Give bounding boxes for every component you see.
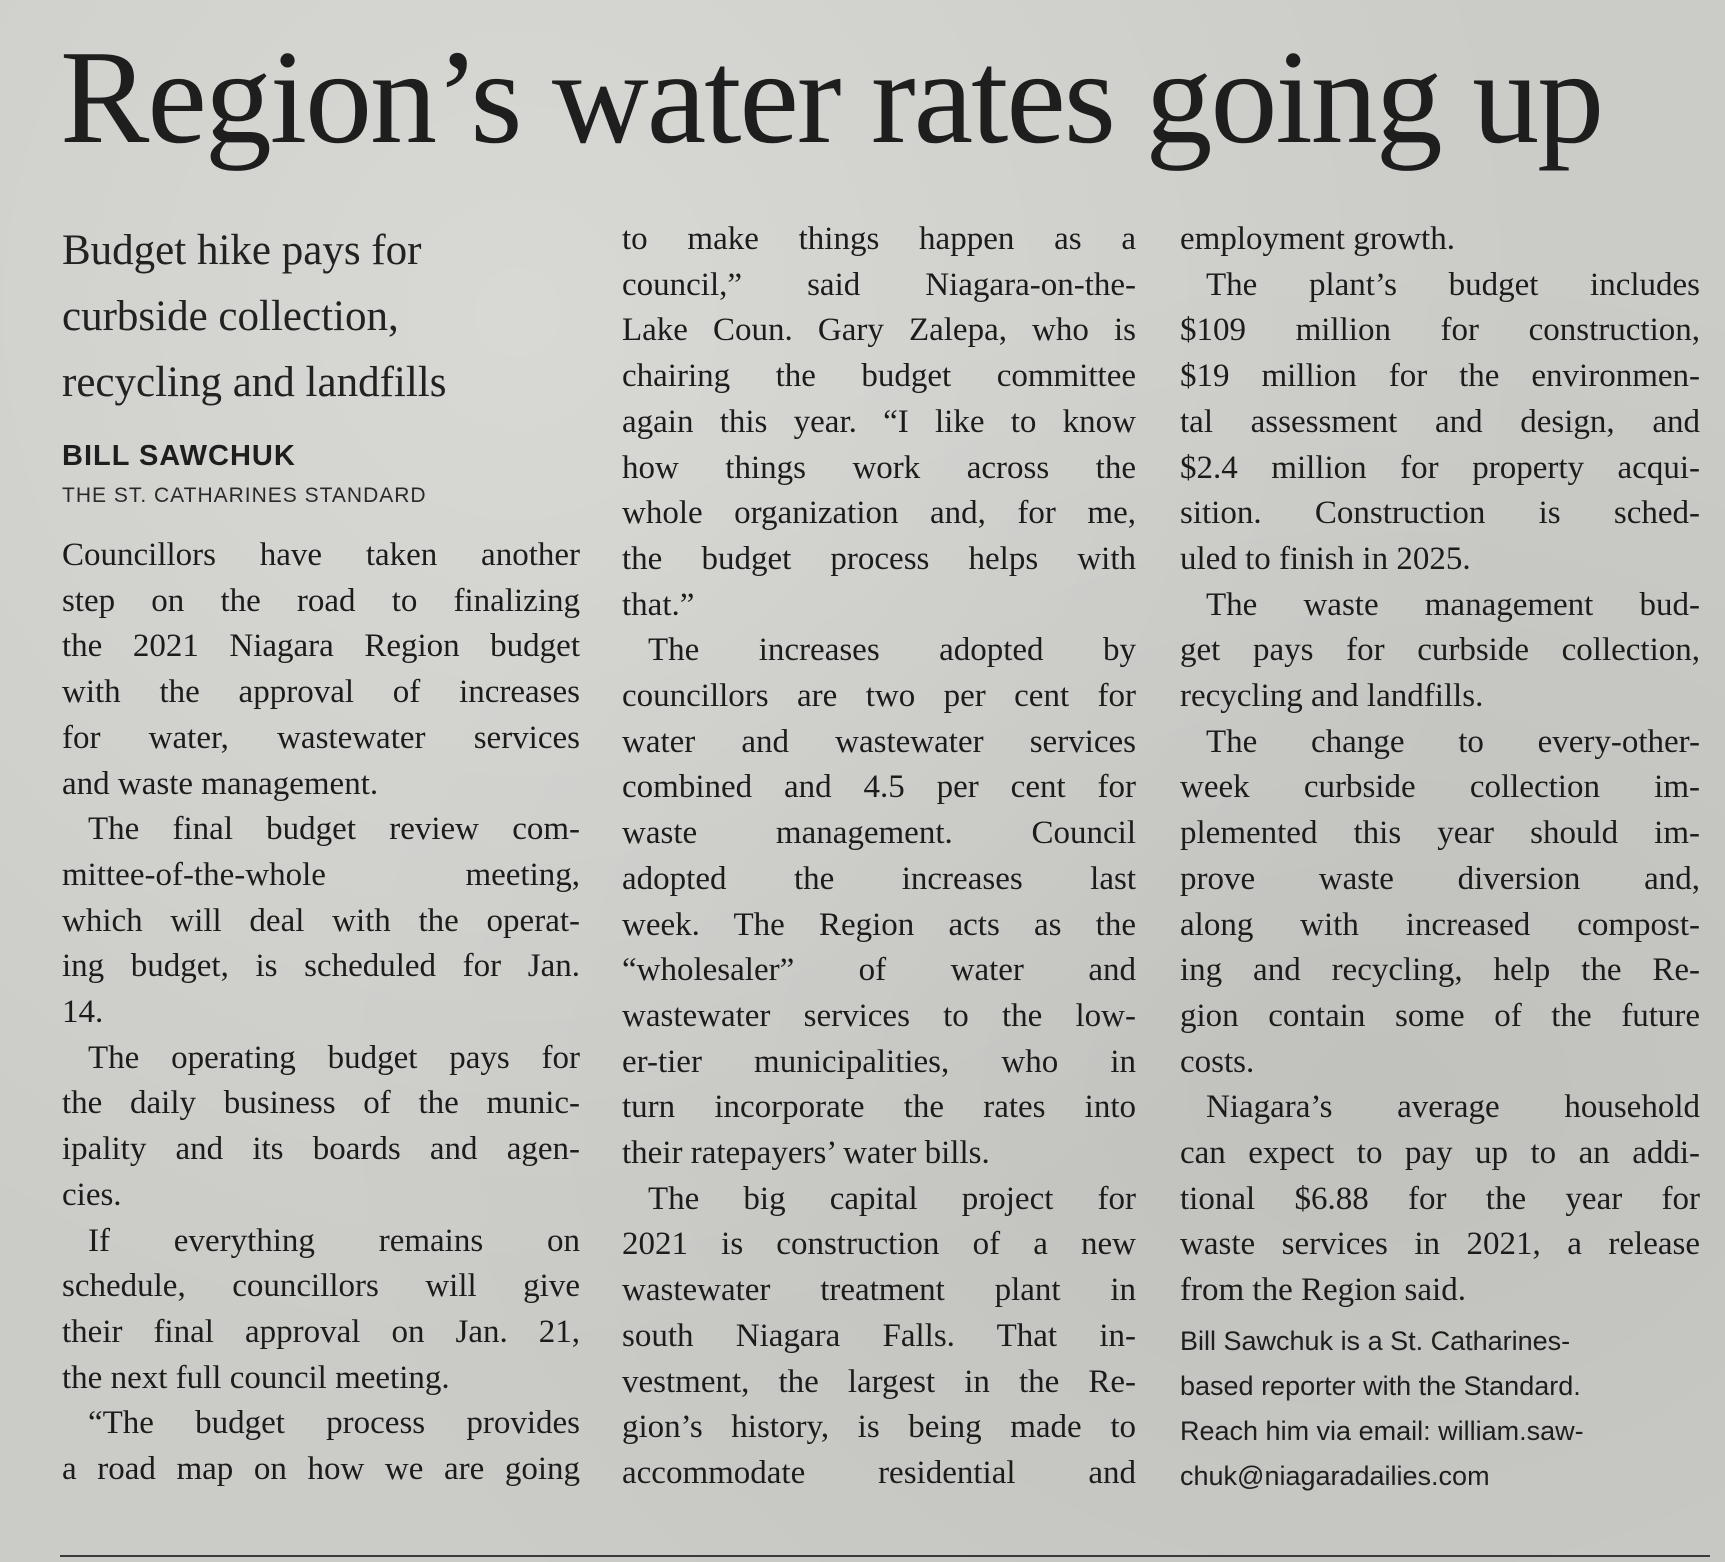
body-text-line: the daily business of the munic- (62, 1085, 580, 1122)
body-text-line: combined and 4.5 per cent for (622, 769, 1136, 806)
article-column-1: Councillors have taken another step on th… (62, 533, 580, 1493)
bottom-rule (60, 1555, 1710, 1557)
body-text-line: step on the road to finalizing (62, 582, 580, 619)
body-text-line: Councillors have taken another (62, 537, 580, 573)
body-text-line: The waste management bud- (1206, 586, 1700, 623)
body-text-line: tional $6.88 for the year for (1180, 1180, 1700, 1217)
body-text-line: ing and recycling, help the Re- (1180, 952, 1700, 989)
body-text-line: get pays for curbside collection, (1180, 632, 1700, 669)
body-text-line: wastewater services to the low- (622, 997, 1136, 1034)
body-text-line: If everything remains on (88, 1222, 580, 1259)
body-text-line: The operating budget pays for (88, 1039, 580, 1076)
body-text-line: week curbside collection im- (1180, 769, 1700, 806)
body-text-line: prove waste diversion and, (1180, 860, 1700, 897)
body-text-line: that.” (622, 586, 695, 623)
body-text-line: The increases adopted by (648, 632, 1136, 669)
body-text-line: plemented this year should im- (1180, 815, 1700, 852)
body-text-line: “The budget process provides (88, 1405, 580, 1442)
body-text-line: vestment, the largest in the Re- (622, 1363, 1136, 1400)
body-text-line: can expect to pay up to an addi- (1180, 1135, 1700, 1172)
body-text-line: turn incorporate the rates into (622, 1089, 1136, 1126)
body-text-line: er-tier municipalities, who in (622, 1043, 1136, 1080)
article-column-2: to make things happen as a council,” said… (622, 217, 1136, 1497)
body-text-line: gion contain some of the future (1180, 997, 1700, 1034)
author-tagline: Bill Sawchuk is a St. Catharines- based … (1180, 1319, 1700, 1499)
body-text-line: wastewater treatment plant in (622, 1272, 1136, 1309)
body-text-line: employment growth. (1180, 221, 1455, 257)
byline-author: BILL SAWCHUK (62, 440, 296, 472)
headline: Region’s water rates going up (60, 23, 1604, 171)
body-text-line: whole organization and, for me, (622, 495, 1136, 532)
body-text-line: waste services in 2021, a release (1180, 1226, 1700, 1263)
tagline-line: Reach him via email: william.saw- (1180, 1416, 1584, 1446)
body-text-line: their ratepayers’ water bills. (622, 1135, 990, 1172)
body-text-line: costs. (1180, 1043, 1255, 1080)
body-text-line: for water, wastewater services (62, 719, 580, 756)
subheadline: Budget hike pays for curbside collection… (62, 218, 582, 416)
body-text-line: The big capital project for (648, 1180, 1136, 1217)
body-text-line: councillors are two per cent for (622, 678, 1136, 715)
body-text-line: week. The Region acts as the (622, 906, 1136, 943)
body-text-line: uled to finish in 2025. (1180, 540, 1471, 577)
body-text-line: water and wastewater services (622, 723, 1136, 760)
body-text-line: The plant’s budget includes (1206, 266, 1700, 303)
body-text-line: their final approval on Jan. 21, (62, 1313, 580, 1350)
body-text-line: the 2021 Niagara Region budget (62, 628, 580, 665)
body-text-line: cies. (62, 1176, 122, 1213)
body-text-line: and waste management. (62, 765, 379, 802)
body-text-line: adopted the increases last (622, 860, 1136, 897)
body-text-line: council,” said Niagara-on-the- (622, 266, 1136, 303)
body-text-line: ipality and its boards and agen- (62, 1131, 580, 1168)
body-text-line: “wholesaler” of water and (622, 952, 1136, 989)
body-text-line: recycling and landfills. (1180, 678, 1484, 715)
body-text-line: Lake Coun. Gary Zalepa, who is (622, 312, 1136, 349)
body-text-line: south Niagara Falls. That in- (622, 1317, 1136, 1354)
subheadline-line: Budget hike pays for (62, 227, 422, 274)
body-text-line: schedule, councillors will give (62, 1268, 580, 1305)
body-text-line: accommodate residential and (622, 1454, 1136, 1491)
body-text-line: $2.4 million for property acqui- (1180, 449, 1700, 486)
body-text-line: sition. Construction is sched- (1180, 495, 1700, 532)
byline-organization: THE ST. CATHARINES STANDARD (62, 484, 427, 507)
body-text-line: waste management. Council (622, 815, 1136, 852)
body-text-line: to make things happen as a (622, 221, 1136, 257)
body-text-line: The change to every-other- (1206, 723, 1700, 760)
tagline-line: Bill Sawchuk is a St. Catharines- (1180, 1326, 1571, 1356)
body-text-line: the next full council meeting. (62, 1359, 450, 1396)
article-column-3: employment growth. The plant’s budget inc… (1180, 217, 1700, 1314)
body-text-line: chairing the budget committee (622, 358, 1136, 395)
subheadline-line: curbside collection, (62, 293, 399, 340)
body-text-line: again this year. “I like to know (622, 403, 1136, 440)
body-text-line: Niagara’s average household (1206, 1089, 1700, 1126)
body-text-line: the budget process helps with (622, 540, 1136, 577)
body-text-line: 14. (62, 994, 104, 1031)
body-text-line: how things work across the (622, 449, 1136, 486)
body-text-line: which will deal with the operat- (62, 902, 580, 939)
body-text-line: along with increased compost- (1180, 906, 1700, 943)
body-text-line: The final budget review com- (88, 811, 580, 848)
tagline-line: based reporter with the Standard. (1180, 1371, 1581, 1401)
body-text-line: a road map on how we are going (62, 1451, 580, 1488)
body-text-line: with the approval of increases (62, 674, 580, 711)
body-text-line: tal assessment and design, and (1180, 403, 1700, 440)
body-text-line: mittee-of-the-whole meeting, (62, 856, 580, 893)
body-text-line: ing budget, is scheduled for Jan. (62, 948, 580, 985)
body-text-line: gion’s history, is being made to (622, 1409, 1136, 1446)
body-text-line: from the Region said. (1180, 1272, 1466, 1309)
body-text-line: $19 million for the environmen- (1180, 358, 1700, 395)
body-text-line: 2021 is construction of a new (622, 1226, 1136, 1263)
body-text-line: $109 million for construction, (1180, 312, 1700, 349)
tagline-line: chuk@niagaradailies.com (1180, 1461, 1490, 1491)
subheadline-line: recycling and landfills (62, 359, 447, 406)
